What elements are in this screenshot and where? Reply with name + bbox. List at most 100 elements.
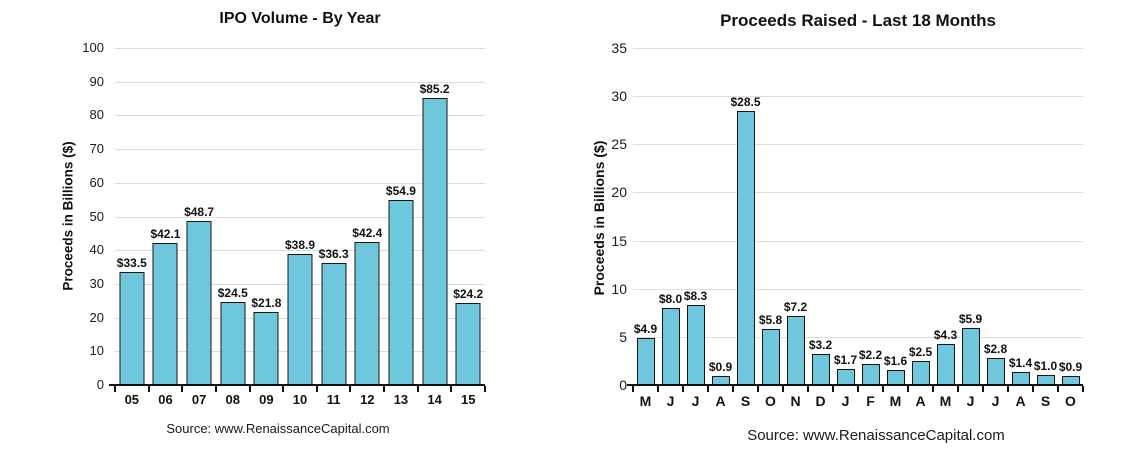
bar-slot: $4.9 <box>633 48 658 385</box>
y-tick-label: 80 <box>89 107 104 123</box>
bar-value-label: $42.4 <box>352 226 383 241</box>
bar <box>961 328 980 385</box>
gridline <box>633 240 1083 242</box>
x-tick-label: 09 <box>259 392 274 407</box>
bar-value-label: $5.9 <box>958 312 983 327</box>
bar-slot: $2.5 <box>908 48 933 385</box>
chart-title: Proceeds Raised - Last 18 Months <box>720 11 996 30</box>
bar-value-label: $54.9 <box>385 184 416 198</box>
bar-slot: $85.2 <box>418 48 452 385</box>
bar-slot: $4.3 <box>933 48 958 385</box>
axis-tick <box>907 386 909 392</box>
axis-tick <box>832 386 834 392</box>
x-tick-label: J <box>666 393 675 409</box>
x-tick-label: J <box>991 393 1000 409</box>
bar-slot: $0.9 <box>708 48 733 385</box>
x-tick-label: 06 <box>158 392 173 407</box>
bar-slot: $8.0 <box>658 48 683 385</box>
bar <box>119 272 145 385</box>
axis-tick <box>931 386 934 392</box>
bars-row: $4.9 $8.0 $8.3 $0.9 $28.5 $5.8 $7.2 $3.2 $1.7 $2.… <box>633 48 1083 385</box>
plot-area: $33.5 $42.1 $48.7 $24.5 $21.8 $38.9 $36.3 $42.4… <box>109 48 486 392</box>
y-tick-label: 20 <box>611 184 627 201</box>
bar-slot: $5.9 <box>958 48 983 385</box>
bar-value-label: $48.7 <box>184 204 215 219</box>
gridline <box>633 144 1083 146</box>
axis-tick <box>181 386 184 392</box>
gridline <box>633 288 1083 290</box>
axis-tick <box>632 386 634 392</box>
bar-slot: $38.9 <box>283 48 317 385</box>
y-tick-label: 15 <box>611 232 627 249</box>
bar-value-label: $42.1 <box>150 227 181 242</box>
axis-tick <box>282 386 285 392</box>
y-tick-label: 0 <box>96 377 104 392</box>
bar-slot: $28.5 <box>730 48 761 385</box>
bar-slot: $1.0 <box>1033 48 1058 385</box>
y-tick-label: 10 <box>611 280 627 297</box>
bar <box>287 253 313 385</box>
bar-slot: $2.2 <box>858 48 883 385</box>
bar-value-label: $2.5 <box>908 344 933 359</box>
bar-value-label: $2.8 <box>983 342 1008 357</box>
axis-tick <box>1082 386 1084 392</box>
x-tick-label: O <box>1065 393 1076 409</box>
bar-value-label: $0.9 <box>708 360 733 375</box>
bar-value-label: $7.2 <box>783 299 808 314</box>
x-tick-label: A <box>1015 393 1026 409</box>
x-tick-label: A <box>715 393 726 409</box>
gridline <box>115 81 485 83</box>
bar-value-label: $5.8 <box>758 313 783 328</box>
axis-tick <box>416 386 419 392</box>
bar-slot: $24.5 <box>216 48 250 385</box>
bar-value-label: $8.3 <box>683 289 708 304</box>
bar-slot: $42.4 <box>350 48 384 385</box>
bar <box>936 343 955 385</box>
axis-tick <box>682 386 684 392</box>
x-tick-label: 15 <box>460 392 476 407</box>
bar <box>1011 371 1030 385</box>
bar <box>911 360 930 385</box>
bar-slot: $24.2 <box>451 48 485 385</box>
bar <box>661 307 680 385</box>
bar-value-label: $24.5 <box>217 286 248 301</box>
x-axis: 05 06 07 08 09 10 11 12 13 14 15 <box>115 392 485 407</box>
bars-row: $33.5 $42.1 $48.7 $24.5 $21.8 $38.9 $36.3 $42.4… <box>115 48 485 385</box>
y-tick-label: 40 <box>89 242 104 258</box>
x-tick-label: M <box>939 393 952 409</box>
y-tick-label: 0 <box>619 377 627 393</box>
x-tick-label: 05 <box>124 392 140 407</box>
x-tick-label: J <box>966 393 975 409</box>
bar <box>761 329 780 385</box>
axis-tick <box>248 386 251 392</box>
gridline <box>633 96 1083 98</box>
gridline <box>115 149 485 151</box>
x-tick-label: D <box>815 393 826 409</box>
bar <box>636 337 655 385</box>
axis-tick <box>147 386 150 392</box>
x-tick-label: 08 <box>225 392 240 407</box>
x-tick-label: J <box>691 393 700 409</box>
bar-slot: $54.9 <box>384 48 418 385</box>
bar-slot: $21.8 <box>250 48 284 385</box>
source-credit: Source: www.RenaissanceCapital.com <box>747 427 1005 444</box>
bar-value-label: $36.3 <box>318 246 349 261</box>
bar <box>986 358 1005 385</box>
axis-tick <box>757 386 759 392</box>
axis-tick <box>383 386 386 392</box>
bar <box>422 97 448 385</box>
bar <box>354 242 380 385</box>
bar-slot: $33.5 <box>115 48 149 385</box>
axis-tick <box>484 386 486 392</box>
bar-value-label: $21.8 <box>251 295 282 310</box>
y-tick-label: 60 <box>89 174 104 190</box>
bar <box>186 220 212 385</box>
axis-tick <box>1007 386 1009 392</box>
bar-value-label: $1.6 <box>883 353 908 368</box>
bar-slot: $7.2 <box>783 48 808 385</box>
bar-slot: $5.8 <box>758 48 783 385</box>
bar-slot: $8.3 <box>683 48 708 385</box>
x-tick-label: 11 <box>326 392 341 407</box>
y-tick-label: 90 <box>89 73 104 89</box>
bar <box>220 302 246 385</box>
